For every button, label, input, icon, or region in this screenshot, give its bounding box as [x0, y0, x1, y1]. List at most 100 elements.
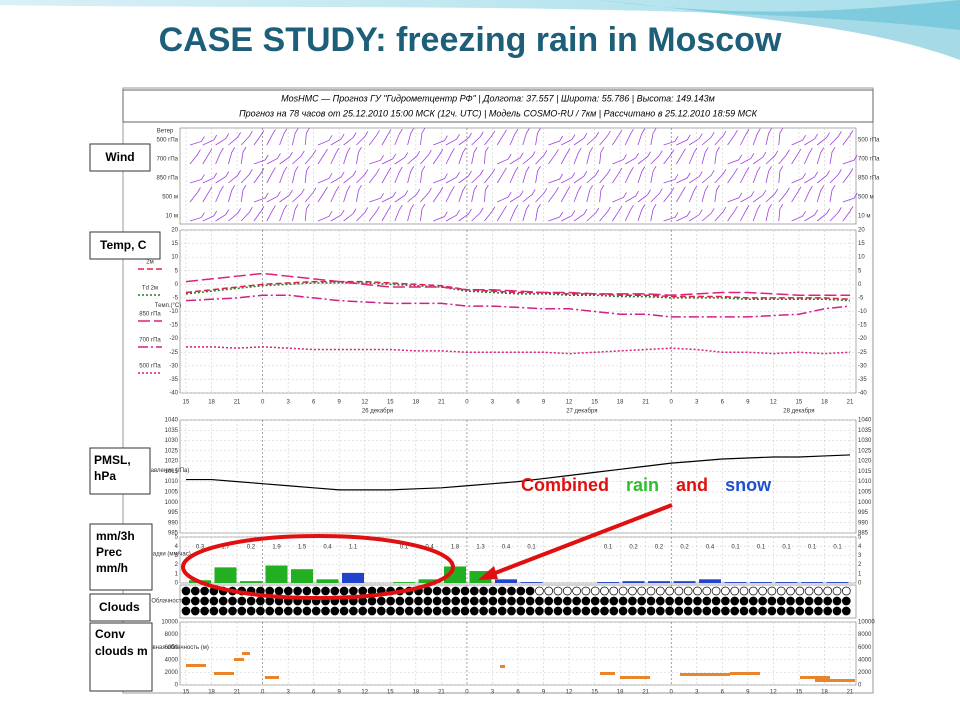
- cloud-symbol: [256, 596, 265, 606]
- wind-barb: [765, 166, 772, 184]
- cloud-symbol: [795, 606, 805, 616]
- cloud-symbol: [218, 606, 228, 616]
- series-line: [185, 272, 850, 296]
- cloud-symbol: [748, 606, 758, 616]
- wind-barb: [202, 172, 218, 184]
- prec-label: 0.1: [782, 545, 791, 551]
- prec-bar: [673, 581, 696, 583]
- wind-barb: [791, 135, 806, 146]
- wind-barb: [317, 186, 328, 203]
- cloud-symbol: [497, 596, 507, 606]
- cloud-symbol: [693, 606, 702, 616]
- y-tick-label: 995: [168, 510, 179, 516]
- cloud-symbol: [516, 596, 526, 606]
- y-tick-label: 990: [858, 520, 869, 526]
- wind-barb: [612, 192, 627, 203]
- y-tick-label: 1: [175, 571, 179, 577]
- wind-barb: [842, 154, 858, 165]
- cloud-symbol: [674, 606, 684, 616]
- conv-cloud: [730, 672, 760, 675]
- cloud-symbol: [395, 596, 405, 606]
- wind-barb: [253, 154, 269, 165]
- wind-barb: [573, 147, 582, 165]
- hour-label: 15: [591, 690, 598, 696]
- wind-barb: [612, 129, 623, 146]
- wind-barb: [688, 133, 703, 146]
- cloud-symbol: [553, 596, 563, 606]
- wind-barb: [688, 185, 698, 203]
- legend-label: Td 2м: [142, 286, 158, 292]
- wind-barb: [317, 211, 333, 222]
- cloud-symbol: [423, 606, 433, 616]
- hour-label: 21: [847, 690, 854, 696]
- wind-barb: [496, 205, 507, 222]
- wind-title: Ветер: [157, 129, 174, 135]
- wind-barb: [509, 128, 519, 146]
- highlight-ellipse: [181, 534, 455, 600]
- cloud-symbol: [181, 606, 191, 616]
- wind-barb: [612, 154, 627, 165]
- wind-barb: [548, 211, 564, 222]
- cloud-symbol: [655, 606, 665, 616]
- y-tick-label: 6000: [165, 645, 179, 651]
- wind-barb: [381, 191, 397, 203]
- wind-barb: [317, 148, 328, 165]
- prec-bar: [495, 579, 517, 583]
- cloud-symbol: [395, 606, 405, 616]
- wind-barb: [791, 173, 806, 184]
- prec-bar: [775, 582, 798, 583]
- wind-barb: [752, 166, 761, 184]
- cloud-symbol: [609, 606, 619, 616]
- wind-barb: [714, 168, 727, 184]
- hour-label: 6: [516, 400, 520, 406]
- cloud-symbol: [637, 596, 647, 606]
- prec-bar: [699, 579, 721, 583]
- cloud-symbol: [283, 606, 293, 616]
- prec-label: 0.1: [400, 545, 409, 551]
- wind-barb: [548, 187, 559, 203]
- swoosh: [0, 0, 960, 30]
- prec-bar: [826, 582, 849, 583]
- cloud-symbol: [562, 596, 572, 606]
- cloud-symbol: [479, 586, 488, 596]
- wind-barb: [317, 135, 333, 146]
- wind-barb: [330, 185, 340, 203]
- wind-barb: [778, 187, 790, 203]
- swoosh: [600, 0, 960, 60]
- cloud-symbol: [460, 606, 470, 616]
- wind-barb: [215, 147, 224, 165]
- cloud-symbol: [535, 586, 544, 596]
- cloud-symbol: [804, 606, 814, 616]
- cloud-symbol: [451, 606, 461, 616]
- wind-barb: [343, 185, 351, 203]
- y-tick-label: 20: [171, 228, 178, 234]
- cloud-symbol: [181, 586, 191, 596]
- cloud-symbol: [423, 596, 433, 606]
- wind-barb: [740, 153, 755, 165]
- cloud-symbol: [535, 606, 544, 616]
- wind-barb: [701, 170, 715, 184]
- wind-barb: [484, 130, 496, 146]
- hour-label: 9: [746, 400, 750, 406]
- wind-barb: [714, 146, 720, 165]
- cloud-symbol: [423, 586, 433, 596]
- cloud-symbol: [739, 606, 749, 616]
- prec-label: 0.3: [196, 545, 205, 551]
- wind-barb: [778, 149, 790, 165]
- y-tick-label: -25: [858, 350, 867, 356]
- wind-barb: [688, 209, 703, 222]
- cloud-symbol: [302, 606, 312, 616]
- y-tick-label: 0: [858, 282, 862, 288]
- panel-label-wrap: Conv clouds m: [95, 627, 148, 658]
- cloud-symbol: [683, 606, 693, 616]
- hour-label: 9: [542, 400, 546, 406]
- wind-barb: [432, 186, 444, 203]
- cloud-symbol: [758, 586, 767, 596]
- wind-barb: [497, 191, 512, 203]
- wind-barb: [394, 166, 403, 184]
- cloud-symbol: [832, 596, 842, 606]
- wind-barb: [304, 127, 310, 146]
- wind-barb: [394, 190, 409, 203]
- annotation-word: Combined: [521, 475, 609, 495]
- y-tick-label: 4: [175, 544, 179, 550]
